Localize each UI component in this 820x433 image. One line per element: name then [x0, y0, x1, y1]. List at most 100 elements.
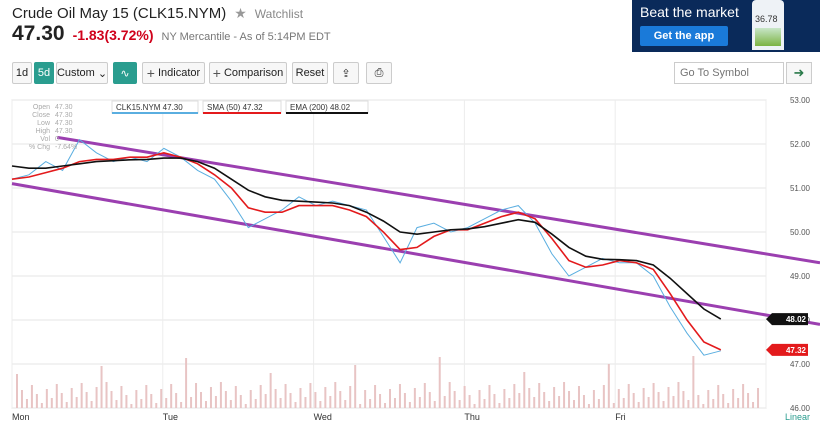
chart-type-button[interactable]: ∿	[113, 62, 137, 84]
ohlc-value: 47.30	[55, 104, 73, 111]
volume-bar	[448, 382, 451, 408]
x-axis: Mon Tue Wed Thu Fri Linear	[12, 412, 810, 422]
volume-bar	[50, 398, 53, 408]
volume-bar	[652, 383, 655, 408]
volume-bar	[438, 357, 441, 408]
volume-bar	[647, 397, 650, 408]
volume-bar	[513, 384, 516, 408]
volume-bar	[80, 383, 83, 408]
get-app-button[interactable]: Get the app	[640, 26, 728, 46]
volume-bar	[214, 396, 217, 408]
volume-bar	[185, 358, 188, 408]
volume-bar	[722, 394, 725, 408]
volume-bar	[757, 388, 760, 408]
range-1d-button[interactable]: 1d	[12, 62, 32, 84]
volume-bar	[408, 402, 411, 408]
volume-bar	[334, 382, 337, 408]
ohlc-value: 47.30	[55, 120, 73, 127]
volume-bar	[637, 402, 640, 408]
volume-bar	[364, 390, 367, 408]
legend-label: EMA (200) 48.02	[290, 103, 351, 112]
y-tick-label: 47.00	[790, 360, 811, 369]
legend: CLK15.NYM 47.30 SMA (50) 47.32 EMA (200) 4…	[111, 100, 369, 114]
volume-bar	[543, 392, 546, 408]
volume-bar	[398, 384, 401, 408]
star-icon[interactable]: ★	[234, 5, 247, 21]
volume-bar	[737, 398, 740, 408]
price-tag-label: 48.02	[786, 315, 807, 324]
ohlc-label: Vol	[40, 136, 50, 143]
volume-bar	[692, 356, 695, 408]
volume-bar	[274, 389, 277, 408]
volume-bar	[120, 386, 123, 408]
series-line	[11, 157, 722, 320]
volume-bar	[587, 404, 590, 408]
volume-bar	[538, 383, 541, 408]
volume-bar	[697, 395, 700, 408]
volume-bar	[224, 391, 227, 408]
volume-bar	[105, 382, 108, 408]
volume-bar	[732, 389, 735, 408]
price-tag-shape	[766, 343, 808, 356]
range-5d-button[interactable]: 5d	[34, 62, 54, 84]
volume-bar	[548, 401, 551, 408]
volume-bar	[478, 390, 481, 408]
volume-bar	[304, 397, 307, 408]
volume-bar	[374, 385, 377, 408]
volume-bar	[413, 388, 416, 408]
custom-range-dropdown[interactable]: Custom ⌄	[56, 62, 108, 84]
x-tick-label: Thu	[464, 412, 480, 422]
volume-bar	[279, 398, 282, 408]
volume-bar	[229, 400, 232, 408]
volume-bar	[85, 392, 88, 408]
arrow-right-icon[interactable]: ➜	[786, 62, 812, 84]
share-icon[interactable]: ⇪	[333, 62, 359, 84]
volume-bar	[284, 384, 287, 408]
volume-bar	[712, 399, 715, 408]
y-tick-label: 49.00	[790, 272, 811, 281]
comparison-button[interactable]: + Comparison	[209, 62, 287, 84]
y-tick-label: 50.00	[790, 228, 811, 237]
volume-bar	[40, 403, 43, 408]
line-chart-icon: ∿	[120, 67, 130, 80]
volume-bar	[60, 393, 63, 408]
ohlc-value: -7.64%	[55, 144, 77, 151]
plus-icon: +	[212, 65, 221, 81]
volume-bar	[125, 395, 128, 408]
volume-bar	[607, 364, 610, 408]
volume-bar	[672, 396, 675, 408]
volume-bar	[35, 394, 38, 408]
volume-bar	[25, 399, 28, 408]
go-to-symbol-input[interactable]	[674, 62, 784, 84]
ohlc-label: Open	[33, 104, 50, 111]
print-icon[interactable]: ⎙	[366, 62, 392, 84]
volume-bar	[379, 394, 382, 408]
volume-bar	[642, 388, 645, 408]
series-lines	[11, 138, 722, 356]
scale-toggle[interactable]: Linear	[785, 412, 810, 422]
plot-area	[11, 99, 767, 409]
volume-bar	[602, 385, 605, 408]
ohlc-label: Low	[37, 120, 51, 127]
volume-bar	[393, 398, 396, 408]
app-ad-banner[interactable]: Beat the market Get the app	[632, 0, 820, 52]
volume-bar	[518, 393, 521, 408]
volume-bar	[747, 393, 750, 408]
volume-bar	[135, 390, 138, 408]
indicator-button[interactable]: + Indicator	[142, 62, 205, 84]
watchlist-link[interactable]: Watchlist	[254, 6, 304, 21]
volume-bar	[752, 402, 755, 408]
ad-title: Beat the market	[640, 4, 739, 20]
y-tick-label: 46.00	[790, 404, 811, 413]
volume-bar	[553, 387, 556, 408]
volume-bar	[349, 386, 352, 408]
phone-price: 36.78	[755, 14, 778, 24]
volume-bar	[702, 404, 705, 408]
volume-bar	[344, 400, 347, 408]
volume-bar	[294, 402, 297, 408]
volume-bar	[717, 385, 720, 408]
custom-label: Custom	[56, 67, 95, 79]
volume-bar	[528, 388, 531, 408]
volume-bar	[115, 400, 118, 408]
reset-button[interactable]: Reset	[292, 62, 328, 84]
